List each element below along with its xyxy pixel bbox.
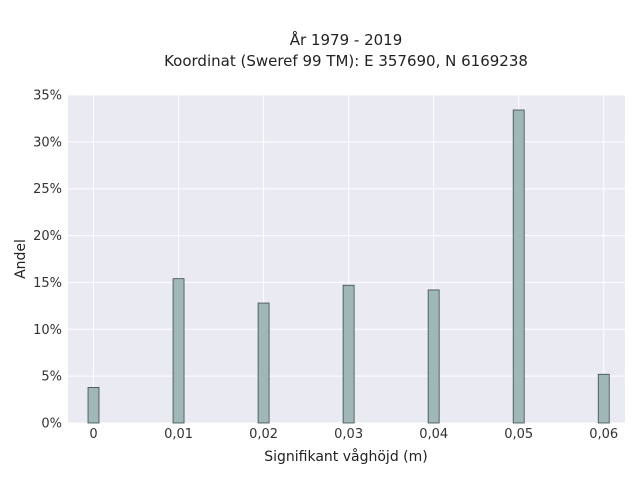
y-tick-label: 30%	[33, 135, 62, 150]
bar	[87, 386, 100, 424]
bar	[172, 278, 185, 424]
chart-title: År 1979 - 2019	[290, 30, 403, 49]
x-tick-label: 0,05	[504, 427, 533, 442]
x-axis-label: Signifikant våghöjd (m)	[264, 448, 427, 465]
x-tick-label: 0,03	[334, 427, 363, 442]
x-tick-labels: 0 0,01 0,02 0,03 0,04 0,05 0,06	[89, 427, 618, 442]
y-axis-label: Andel	[13, 239, 29, 279]
x-tick-label: 0,06	[589, 427, 618, 442]
x-tick-label: 0,02	[249, 427, 278, 442]
y-tick-label: 10%	[33, 323, 62, 338]
y-tick-label: 25%	[33, 182, 62, 197]
bars	[87, 109, 610, 424]
y-tick-labels: 0% 5% 10% 15% 20% 25% 30% 35%	[33, 89, 62, 432]
x-tick-label: 0,04	[419, 427, 448, 442]
bar	[257, 302, 270, 424]
bar	[512, 109, 525, 424]
y-tick-label: 0%	[41, 417, 62, 432]
y-tick-label: 15%	[33, 276, 62, 291]
bar	[427, 289, 440, 424]
x-tick-label: 0,01	[164, 427, 193, 442]
y-tick-label: 5%	[41, 370, 62, 385]
y-tick-label: 20%	[33, 229, 62, 244]
bar	[342, 284, 355, 424]
bar	[597, 373, 610, 424]
chart-subtitle: Koordinat (Sweref 99 TM): E 357690, N 61…	[164, 52, 528, 70]
x-tick-label: 0	[89, 427, 97, 442]
y-tick-label: 35%	[33, 89, 62, 104]
